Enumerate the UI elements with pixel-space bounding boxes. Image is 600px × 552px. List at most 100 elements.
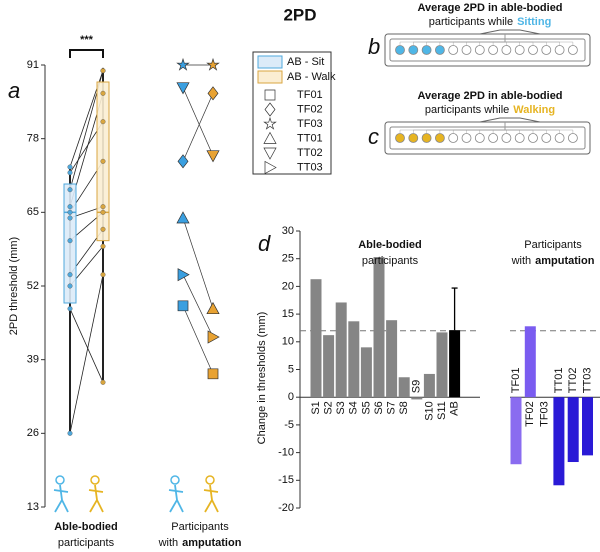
icon <box>53 484 69 513</box>
group-label: participants <box>58 537 115 549</box>
x-tick-label: TT02 <box>567 368 579 394</box>
electrode <box>488 133 499 143</box>
group-title: participants <box>362 255 419 267</box>
marker <box>263 147 277 160</box>
legend-swatch <box>257 55 283 69</box>
electrode <box>421 133 432 143</box>
group-label: with amputation <box>158 537 242 549</box>
amputee-line <box>182 274 214 338</box>
group-title-text: with <box>511 255 532 267</box>
amputee-line <box>182 217 214 309</box>
x-tick-label: S10 <box>423 401 435 421</box>
y-tick-label: 25 <box>282 253 294 265</box>
electrode <box>434 45 445 55</box>
panel-label: b <box>368 34 380 59</box>
bar <box>524 326 536 398</box>
electrode <box>395 45 405 55</box>
marker <box>264 160 277 175</box>
legend-label: TT03 <box>297 161 323 173</box>
array-tail <box>479 29 541 35</box>
bar <box>360 347 372 398</box>
marker <box>207 368 219 380</box>
box <box>63 183 77 304</box>
x-tick-label: S9 <box>411 380 423 393</box>
bar <box>411 397 423 400</box>
marker <box>176 57 190 71</box>
group-title-bold: amputation <box>535 255 595 267</box>
electrode <box>448 45 459 55</box>
electrode <box>528 133 538 143</box>
legend-label: TF01 <box>297 89 323 101</box>
x-tick-label: S6 <box>373 401 385 414</box>
electrode <box>514 133 525 143</box>
electrode <box>395 133 405 143</box>
electrode <box>474 133 485 143</box>
bar <box>567 397 579 463</box>
bar <box>436 332 448 398</box>
y-tick-label: -20 <box>278 502 294 514</box>
amputee-line <box>182 93 214 162</box>
point <box>67 215 73 221</box>
y-tick-label: 65 <box>27 206 39 218</box>
group-label: Participants <box>171 521 229 533</box>
x-tick-label: S3 <box>335 401 347 414</box>
x-tick-label: S4 <box>348 401 360 414</box>
point <box>67 209 73 215</box>
y-tick-label: 15 <box>282 308 294 320</box>
x-tick-label: TF02 <box>524 401 536 427</box>
trace <box>504 34 574 45</box>
x-tick-label: S2 <box>323 401 335 414</box>
electrode <box>434 133 445 143</box>
group-label-bold: amputation <box>182 537 242 549</box>
array-outline <box>384 33 591 67</box>
icon <box>168 484 184 513</box>
electrode <box>554 133 565 143</box>
y-tick-label: 0 <box>288 391 294 403</box>
bar <box>553 397 565 486</box>
bar <box>335 302 347 398</box>
electrode <box>541 133 552 143</box>
pair-line <box>69 308 104 383</box>
panel-subtitle: participants while Sitting <box>429 16 552 28</box>
array-tail <box>479 117 541 123</box>
point <box>67 204 73 210</box>
amputee-line <box>182 87 214 156</box>
y-tick-label: 30 <box>282 225 294 237</box>
x-tick-label: TT01 <box>553 368 565 394</box>
y-tick-label: 5 <box>288 363 294 375</box>
electrode <box>514 45 525 55</box>
y-tick-label: -15 <box>278 474 294 486</box>
y-tick-label: 26 <box>27 427 39 439</box>
y-tick-label: 78 <box>27 133 39 145</box>
y-tick-label: 91 <box>27 59 39 71</box>
point <box>67 283 73 289</box>
x-tick-label: TT03 <box>581 368 593 394</box>
panel-title: Average 2PD in able-bodied <box>417 90 562 102</box>
array-inner <box>389 38 586 62</box>
electrode <box>488 45 499 55</box>
legend-label: TT01 <box>297 132 323 144</box>
icon <box>205 475 215 485</box>
bar <box>423 373 435 398</box>
bar <box>373 257 385 398</box>
electrode <box>421 45 432 55</box>
marker <box>176 82 190 95</box>
point <box>100 204 106 210</box>
point <box>100 243 106 249</box>
electrode <box>541 45 552 55</box>
point <box>67 238 73 244</box>
pair-line <box>69 274 104 434</box>
electrode <box>408 45 419 55</box>
array-inner <box>389 126 586 150</box>
group-title: Participants <box>524 239 582 251</box>
marker <box>263 116 277 130</box>
y-tick-label: 39 <box>27 354 39 366</box>
marker <box>207 86 219 101</box>
icon <box>90 475 100 485</box>
bar <box>310 279 322 398</box>
legend-label: AB - Walk <box>287 71 336 83</box>
y-axis-label: 2PD threshold (mm) <box>8 237 20 335</box>
point <box>100 226 106 232</box>
group-title: Able-bodied <box>358 239 422 251</box>
